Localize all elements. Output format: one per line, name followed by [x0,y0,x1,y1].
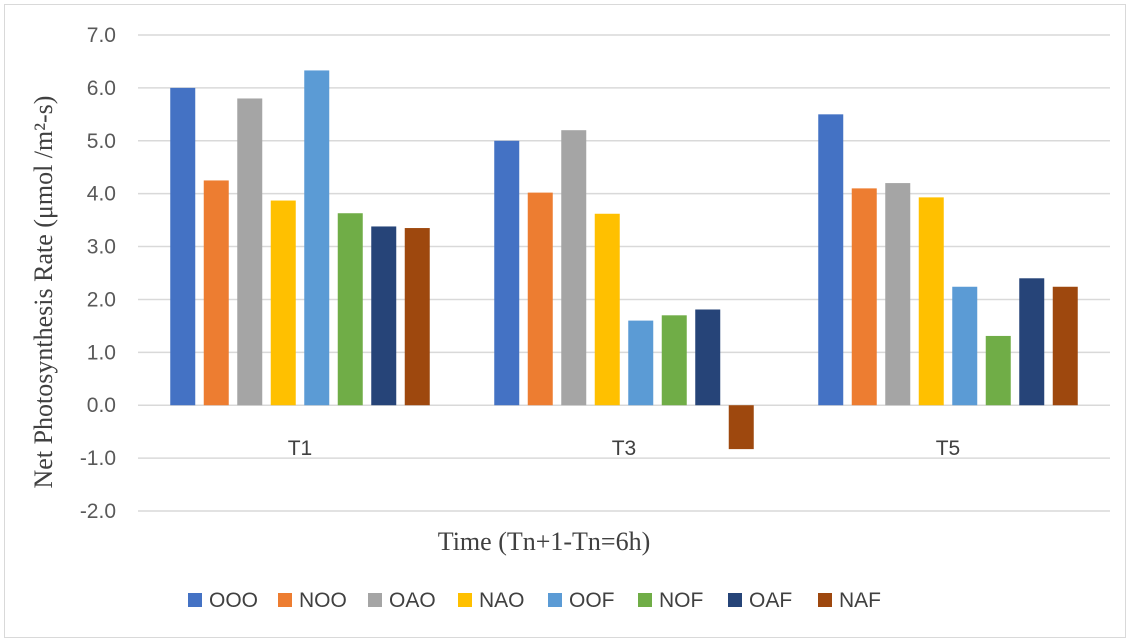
y-tick-label: 0.0 [87,394,116,417]
bar-nof-t1 [337,213,363,406]
x-category-label: T1 [288,437,313,460]
y-axis-ticks: -2.0 -1.0 0.0 1.0 2.0 3.0 4.0 5.0 6.0 7.0 [80,24,116,523]
y-tick-label: 5.0 [87,130,116,153]
bar-oaf-t5 [1019,278,1045,406]
y-tick-label: -2.0 [80,500,116,523]
y-tick-label: 3.0 [87,236,116,259]
legend-label: NAO [479,589,525,612]
legend-label: NOF [659,589,703,612]
bar-ooo-t3 [494,140,520,406]
bar-oao-t5 [885,183,911,406]
legend-label: OOF [569,589,615,612]
bar-naf-t5 [1052,286,1078,406]
legend-label: OAO [389,589,436,612]
bar-oaf-t1 [371,226,397,406]
y-tick-label: 7.0 [87,24,116,47]
x-category-label: T3 [612,437,637,460]
legend-label: NOO [299,589,347,612]
x-axis-title: Time (Tn+1-Tn=6h) [438,527,651,556]
bar-oao-t1 [237,98,263,406]
y-tick-label: 1.0 [87,341,116,364]
y-tick-label: 4.0 [87,183,116,206]
bar-naf-t1 [404,228,430,406]
legend-swatch [458,593,472,607]
bar-nao-t5 [918,197,944,406]
y-tick-label: 6.0 [87,77,116,100]
bar-oaf-t3 [695,309,721,406]
gridlines [138,34,1110,512]
bar-oof-t1 [304,70,330,406]
bar-oof-t3 [628,320,654,406]
legend-swatch [638,593,652,607]
legend-label: NAF [839,589,881,612]
bar-nao-t1 [270,200,296,406]
legend-swatch [368,593,382,607]
bar-ooo-t1 [170,87,196,406]
legend-swatch [818,593,832,607]
legend-label: OAF [749,589,792,612]
bar-oof-t5 [952,286,978,406]
bars [170,70,1078,450]
bar-nof-t3 [661,315,687,406]
bar-ooo-t5 [818,114,844,406]
y-axis-title: Net Photosynthesis Rate (μmol /m²-s) [29,96,58,489]
x-category-label: T5 [936,437,961,460]
x-axis-labels: T1 T3 T5 [288,437,961,460]
bar-noo-t3 [527,192,553,406]
y-tick-label: -1.0 [80,447,116,470]
legend-swatch [188,593,202,607]
bar-nof-t5 [985,335,1011,406]
legend-swatch [548,593,562,607]
legend-label: OOO [209,589,258,612]
bar-noo-t1 [203,180,229,406]
bar-noo-t5 [851,188,877,406]
bar-nao-t3 [594,213,620,406]
legend-swatch [278,593,292,607]
bar-oao-t3 [561,130,587,406]
y-tick-label: 2.0 [87,288,116,311]
bar-naf-t3 [728,405,754,450]
legend-swatch [728,593,742,607]
legend: OOO NOO OAO NAO OOF NOF OAF NAF [188,589,881,612]
